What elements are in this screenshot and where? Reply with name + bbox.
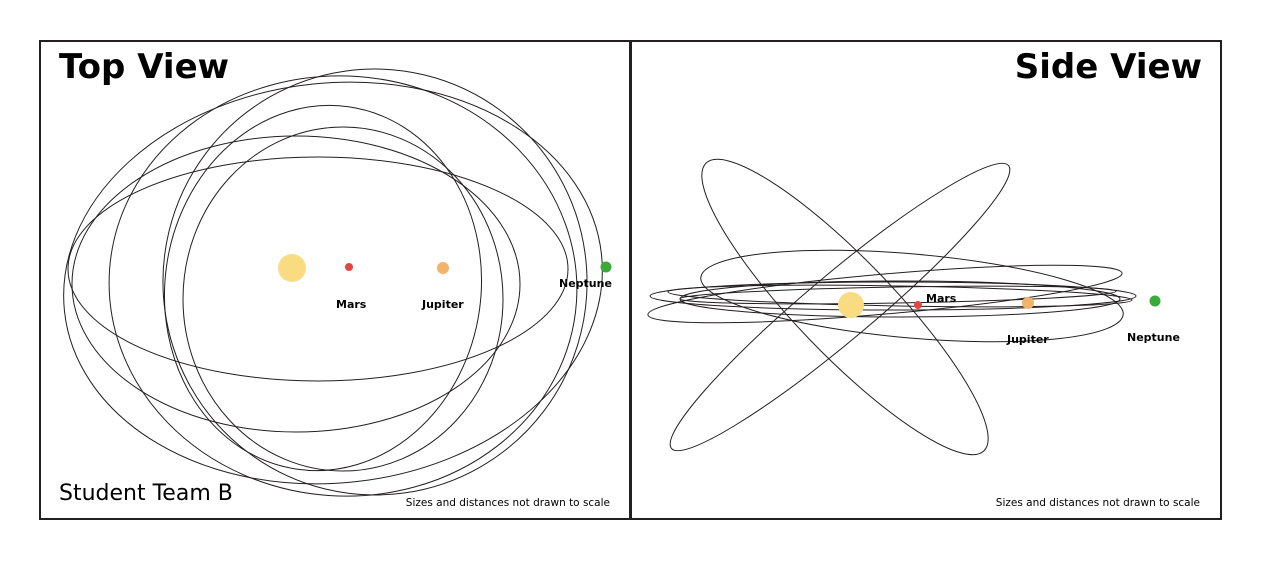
side-view-title: Side View	[1014, 47, 1202, 87]
top-view-panel: Top View Student Team B Sizes and distan…	[39, 40, 632, 520]
side-view-panel: Side View Sizes and distances not drawn …	[629, 40, 1222, 520]
team-label: Student Team B	[59, 481, 233, 506]
top-view-scale-note: Sizes and distances not drawn to scale	[405, 497, 610, 509]
top-view-title: Top View	[59, 47, 230, 87]
side-view-scale-note: Sizes and distances not drawn to scale	[995, 497, 1200, 509]
